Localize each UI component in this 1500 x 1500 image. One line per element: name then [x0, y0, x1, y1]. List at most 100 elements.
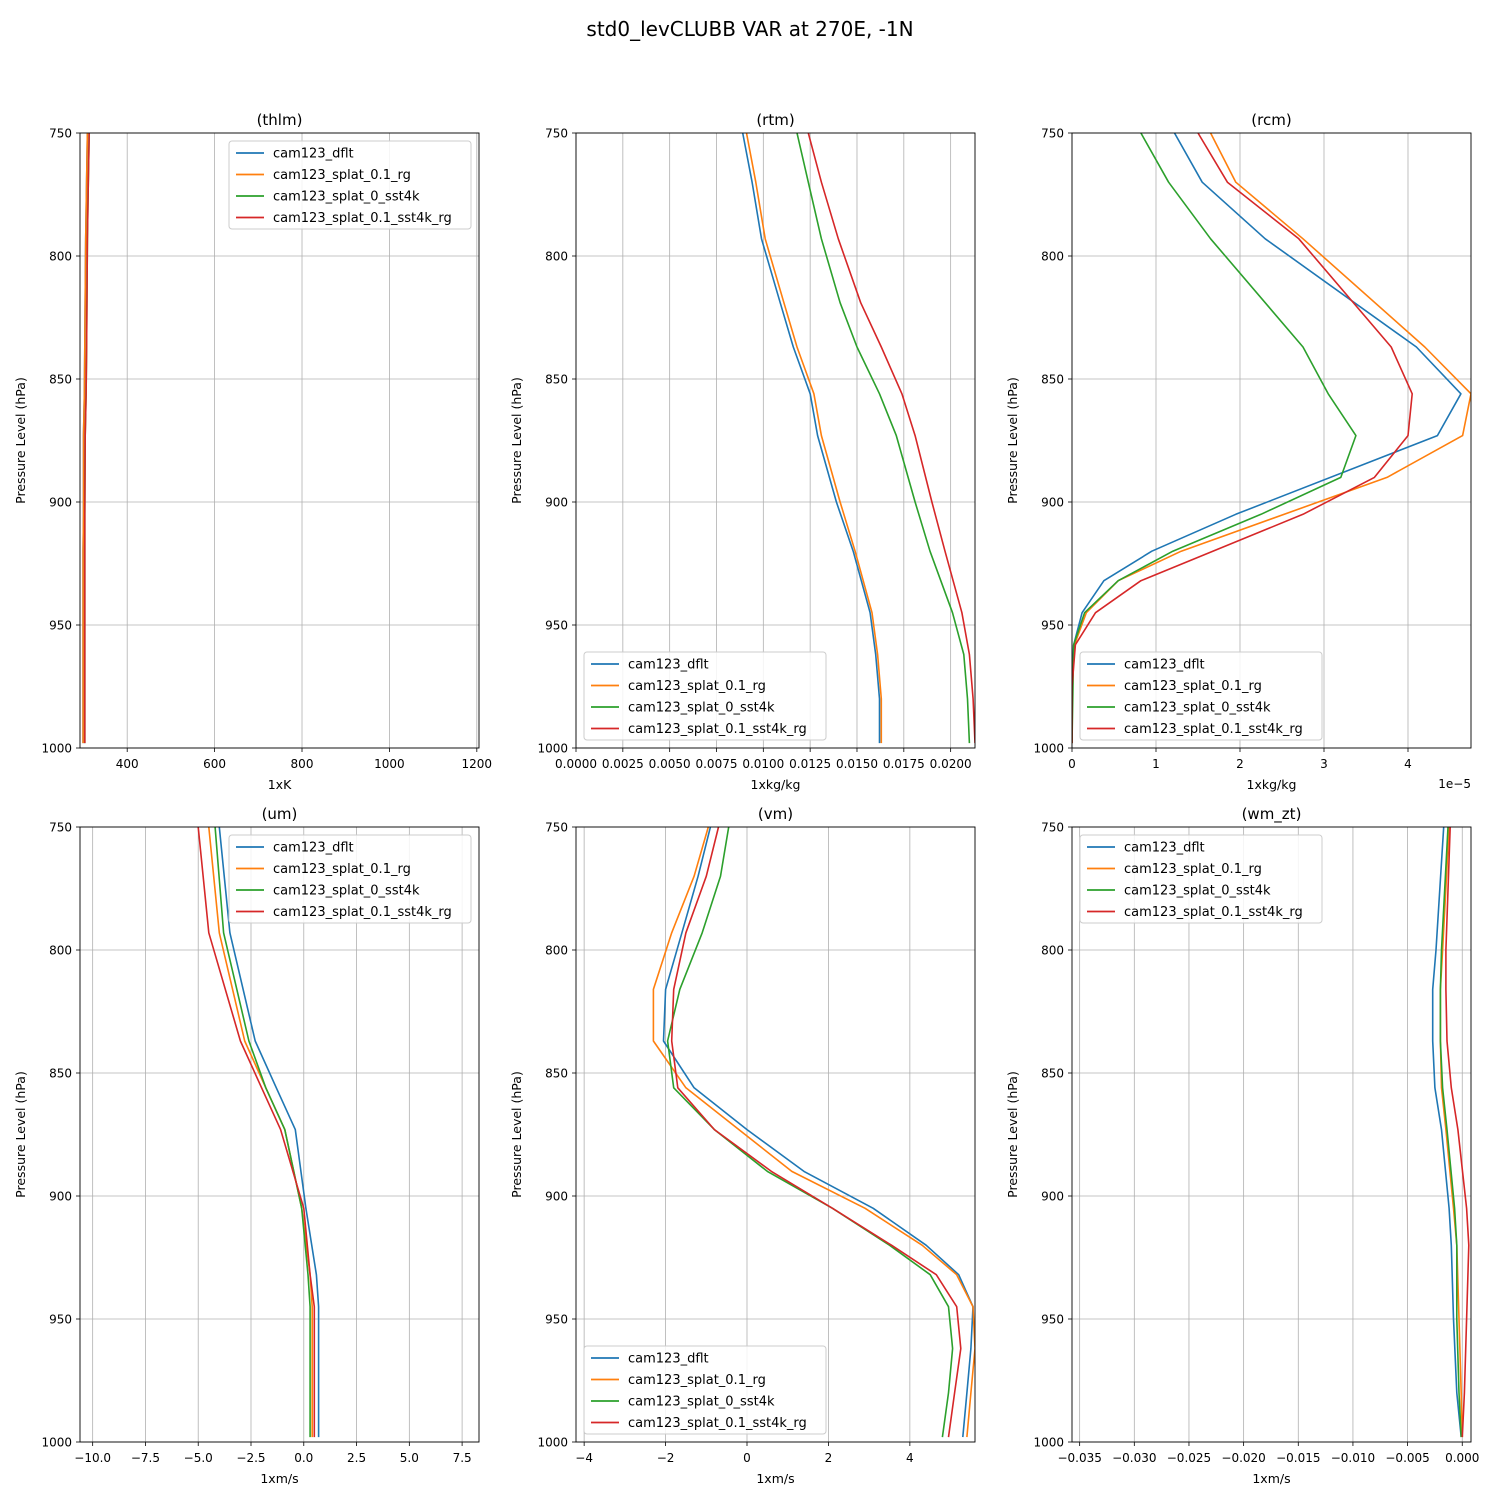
- y-axis-label: Pressure Level (hPa): [13, 377, 28, 504]
- axes-frame: [79, 826, 480, 1443]
- axes-frame: [575, 826, 976, 1443]
- y-tick-label: 950: [545, 619, 568, 633]
- x-tick-label: −0.005: [1385, 1451, 1429, 1465]
- x-tick-label: 7.5: [453, 1451, 472, 1465]
- y-tick-label: 800: [49, 250, 72, 264]
- legend-label: cam123_splat_0.1_sst4k_rg: [628, 1416, 807, 1431]
- series-group: [82, 133, 90, 744]
- subplot-title: (wm_zt): [1242, 805, 1302, 824]
- y-tick-label: 800: [545, 944, 568, 958]
- x-tick-label: 600: [203, 757, 226, 771]
- x-tick-label: −2.5: [236, 1451, 265, 1465]
- figure-title: std0_levCLUBB VAR at 270E, -1N: [586, 17, 913, 41]
- y-tick-label: 950: [49, 619, 72, 633]
- series-group: [741, 133, 975, 744]
- y-axis-label: Pressure Level (hPa): [509, 1071, 524, 1198]
- x-tick-label: 400: [116, 757, 139, 771]
- x-tick-label: −5.0: [184, 1451, 213, 1465]
- y-axis-label: Pressure Level (hPa): [13, 1071, 28, 1198]
- x-tick-label: 3: [1320, 757, 1328, 771]
- y-tick-label: 750: [49, 127, 72, 141]
- legend-label: cam123_splat_0.1_rg: [628, 679, 766, 694]
- x-tick-label: 0.0050: [649, 757, 691, 771]
- x-axis-label: 1xK: [268, 777, 292, 792]
- legend-label: cam123_dflt: [1124, 658, 1205, 673]
- y-tick-label: 950: [545, 1313, 568, 1327]
- x-tick-label: −10.0: [74, 1451, 111, 1465]
- subplot-title: (vm): [758, 805, 793, 823]
- x-tick-label: 0: [1068, 757, 1076, 771]
- x-tick-label: −2: [657, 1451, 675, 1465]
- x-tick-label: −0.020: [1221, 1451, 1265, 1465]
- series-line-cam123_splat_0.1_rg: [652, 827, 975, 1438]
- y-tick-label: 900: [1041, 1190, 1064, 1204]
- y-tick-label: 900: [49, 496, 72, 510]
- y-tick-label: 1000: [537, 742, 568, 756]
- series-group: [1431, 827, 1470, 1438]
- y-tick-label: 750: [1041, 821, 1064, 835]
- legend-label: cam123_splat_0_sst4k: [273, 884, 420, 899]
- y-tick-label: 950: [1041, 619, 1064, 633]
- y-tick-label: 1000: [1033, 1436, 1064, 1450]
- y-tick-label: 950: [49, 1313, 72, 1327]
- legend-label: cam123_splat_0.1_sst4k_rg: [273, 211, 452, 226]
- legend-box: [1079, 834, 1323, 924]
- legend-label: cam123_splat_0_sst4k: [1124, 701, 1271, 716]
- y-tick-label: 850: [49, 373, 72, 387]
- subplot-vm: −4 −2 0 2 4 750 800 850 900 950 1000 (vm) 1xm/s Press…: [509, 805, 976, 1486]
- y-tick-label: 900: [49, 1190, 72, 1204]
- x-tick-label: 0.0075: [695, 757, 737, 771]
- axes-frame: [575, 132, 976, 749]
- legend: cam123_dflt cam123_splat_0.1_rg cam123_spl…: [1079, 834, 1323, 924]
- y-tick-label: 850: [545, 373, 568, 387]
- x-tick-label: −0.015: [1276, 1451, 1320, 1465]
- legend-label: cam123_splat_0.1_sst4k_rg: [1124, 722, 1303, 737]
- legend-label: cam123_splat_0.1_rg: [1124, 862, 1262, 877]
- legend-label: cam123_splat_0.1_rg: [273, 862, 411, 877]
- y-tick-label: 1000: [41, 742, 72, 756]
- series-line-cam123_dflt: [218, 827, 320, 1438]
- x-tick-label: −0.030: [1112, 1451, 1156, 1465]
- series-line-cam123_splat_0.1_rg: [745, 133, 883, 744]
- y-axis-label: Pressure Level (hPa): [1005, 1071, 1020, 1198]
- legend-label: cam123_splat_0_sst4k: [628, 701, 775, 716]
- legend-label: cam123_splat_0_sst4k: [628, 1395, 775, 1410]
- legend-label: cam123_dflt: [273, 841, 354, 856]
- x-tick-label: −0.010: [1331, 1451, 1375, 1465]
- subplot-title: (thlm): [257, 111, 303, 129]
- series-line-cam123_splat_0_sst4k: [796, 133, 971, 744]
- x-tick-label: 0.0100: [742, 757, 784, 771]
- subplot-rcm: 0 1 2 3 4 750 800 850 900 950 1000 (rcm) 1xkg/kg Pres…: [1005, 111, 1472, 792]
- series-line-cam123_splat_0_sst4k: [214, 827, 311, 1438]
- axes-frame: [1071, 826, 1472, 1443]
- legend-label: cam123_dflt: [628, 658, 709, 673]
- axes-frame: [1071, 132, 1472, 749]
- series-line-cam123_dflt: [1431, 827, 1462, 1438]
- x-tick-label: −7.5: [131, 1451, 160, 1465]
- x-tick-label: 2: [825, 1451, 833, 1465]
- x-axis-label: 1xm/s: [260, 1471, 298, 1486]
- x-tick-label: 5.0: [400, 1451, 419, 1465]
- subplot-um: −10.0 −7.5 −5.0 −2.5 0.0 2.5 5.0 7.5 750 800 850 90…: [13, 805, 480, 1486]
- y-tick-label: 850: [1041, 373, 1064, 387]
- x-tick-label: 0: [743, 1451, 751, 1465]
- x-tick-label: −0.025: [1167, 1451, 1211, 1465]
- legend: cam123_dflt cam123_splat_0.1_rg cam123_spl…: [228, 834, 472, 924]
- legend-label: cam123_splat_0.1_rg: [628, 1373, 766, 1388]
- y-tick-label: 750: [545, 821, 568, 835]
- legend-box: [228, 834, 472, 924]
- legend-label: cam123_dflt: [1124, 841, 1205, 856]
- legend-box: [1079, 651, 1323, 741]
- legend-label: cam123_splat_0.1_sst4k_rg: [273, 905, 452, 920]
- x-axis-label: 1xkg/kg: [751, 777, 801, 792]
- series-line-cam123_splat_0.1_sst4k_rg: [1072, 133, 1413, 744]
- y-tick-label: 950: [1041, 1313, 1064, 1327]
- y-axis-label: Pressure Level (hPa): [509, 377, 524, 504]
- x-tick-label: 0.0175: [883, 757, 925, 771]
- x-tick-label: −0.035: [1057, 1451, 1101, 1465]
- x-tick-label: 1000: [374, 757, 405, 771]
- subplot-title: (rcm): [1251, 111, 1291, 129]
- y-tick-label: 900: [1041, 496, 1064, 510]
- series-line-cam123_splat_0_sst4k: [1072, 133, 1357, 744]
- x-axis-label: 1xkg/kg: [1247, 777, 1297, 792]
